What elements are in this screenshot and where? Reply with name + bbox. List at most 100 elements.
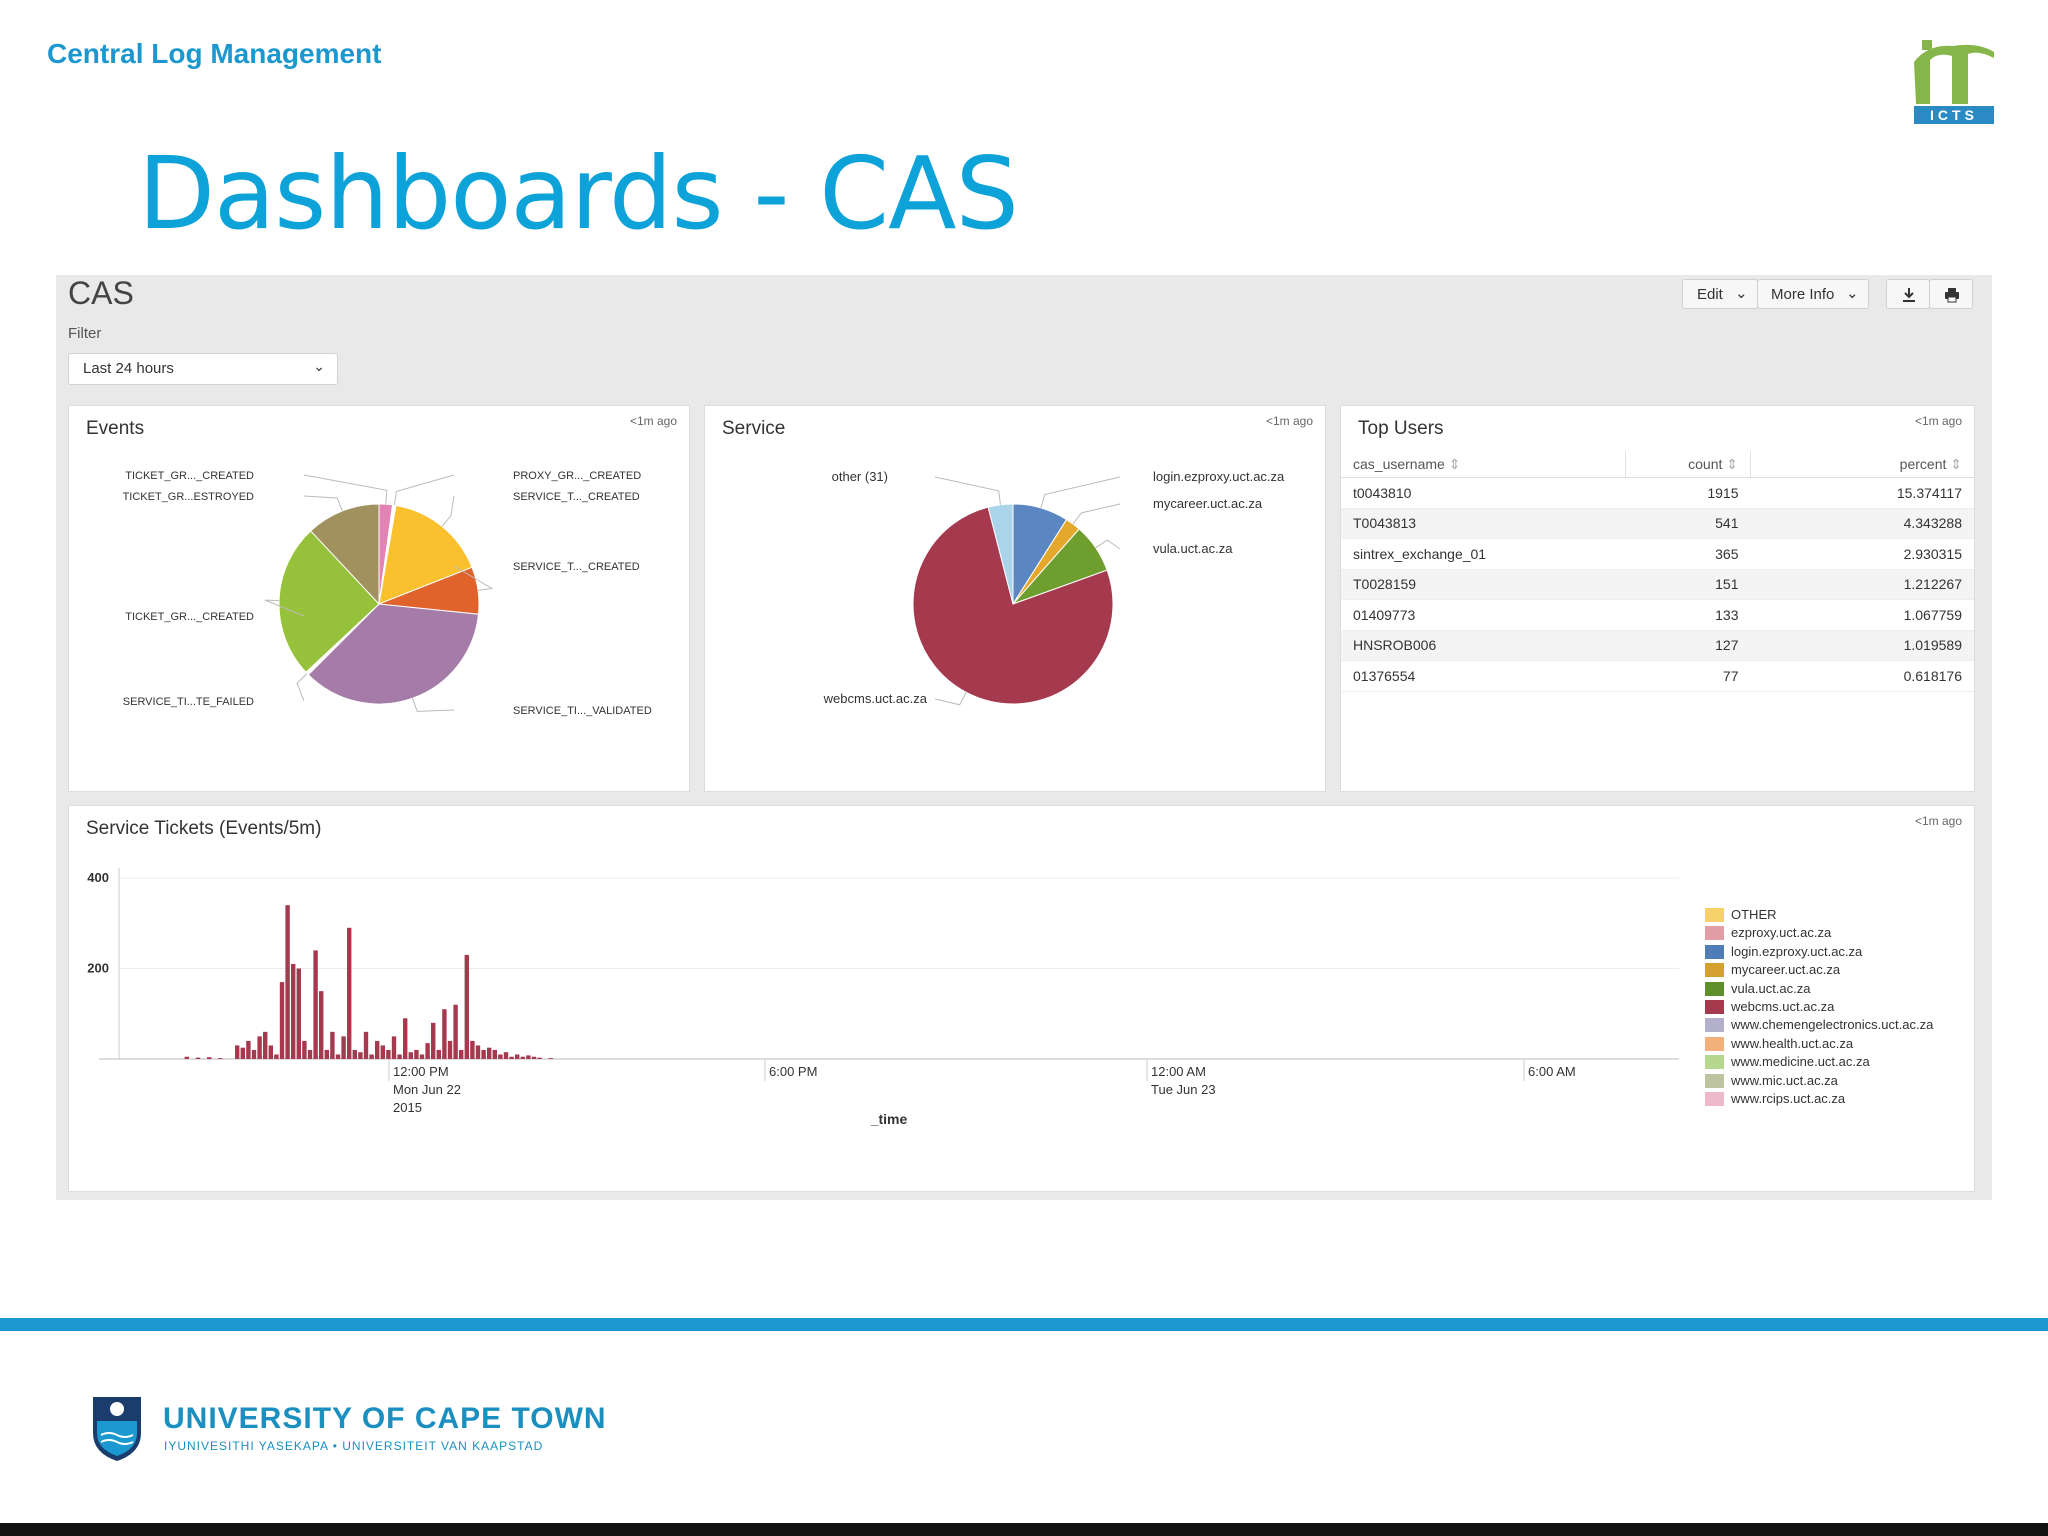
pie-leader-line <box>296 673 308 702</box>
chevron-down-icon: ⌄ <box>1846 285 1859 302</box>
time-range-value: Last 24 hours <box>83 360 174 377</box>
bar[interactable] <box>431 1022 436 1059</box>
legend-label: www.medicine.uct.ac.za <box>1731 1054 1870 1070</box>
bar[interactable] <box>442 1009 447 1059</box>
table-row[interactable]: HNSROB006 127 1.019589 <box>1341 630 1974 661</box>
more-info-button[interactable]: More Info ⌄ <box>1757 279 1869 309</box>
legend-label: mycareer.uct.ac.za <box>1731 962 1841 978</box>
table-row[interactable]: T0043813 541 4.343288 <box>1341 508 1974 539</box>
bar[interactable] <box>386 1049 391 1059</box>
cell-username: T0043813 <box>1341 508 1626 539</box>
bar[interactable] <box>257 1036 262 1059</box>
bar[interactable] <box>274 1054 279 1059</box>
bar[interactable] <box>459 1049 464 1059</box>
bar[interactable] <box>481 1049 486 1059</box>
bar[interactable] <box>498 1054 503 1059</box>
print-icon <box>1945 288 1959 303</box>
legend-swatch <box>1705 1000 1724 1014</box>
column-header-username[interactable]: cas_username ⇕ <box>1341 451 1626 478</box>
table-row[interactable]: 01376554 77 0.618176 <box>1341 660 1974 692</box>
pie-label: SERVICE_T..._CREATED <box>513 561 640 573</box>
bar[interactable] <box>375 1040 380 1059</box>
filter-label: Filter <box>68 325 102 342</box>
pie-leader-line <box>264 599 305 617</box>
bar[interactable] <box>492 1049 497 1059</box>
pie-label: TICKET_GR..._CREATED <box>125 470 254 482</box>
bar[interactable] <box>453 1004 458 1059</box>
top-users-table: cas_username ⇕ count ⇕ percent ⇕ t004381… <box>1341 451 1974 692</box>
dashboard-title: CAS <box>68 275 134 311</box>
bar[interactable] <box>352 1049 357 1059</box>
bar[interactable] <box>391 1036 397 1059</box>
bar[interactable] <box>207 1057 212 1059</box>
bar[interactable] <box>403 1018 408 1059</box>
service-panel-updated: <1m ago <box>1265 414 1313 428</box>
pie-slice[interactable] <box>987 503 1014 605</box>
cell-username: sintrex_exchange_01 <box>1341 538 1626 570</box>
print-button[interactable] <box>1929 279 1973 309</box>
bar[interactable] <box>470 1040 475 1059</box>
bar[interactable] <box>291 963 296 1059</box>
bar[interactable] <box>515 1054 520 1059</box>
bar[interactable] <box>246 1040 251 1059</box>
table-row[interactable]: 01409773 133 1.067759 <box>1341 599 1974 631</box>
bar[interactable] <box>263 1031 268 1059</box>
bar[interactable] <box>195 1057 201 1059</box>
bar[interactable] <box>487 1047 492 1059</box>
bar[interactable] <box>526 1055 531 1059</box>
bar[interactable] <box>363 1031 369 1059</box>
edit-button[interactable]: Edit ⌄ <box>1682 279 1758 309</box>
bar[interactable] <box>307 1049 313 1059</box>
bar[interactable] <box>548 1058 553 1059</box>
bar[interactable] <box>324 1049 329 1059</box>
bar[interactable] <box>447 1040 453 1059</box>
bar[interactable] <box>369 1054 374 1059</box>
bar[interactable] <box>509 1056 514 1059</box>
table-row[interactable]: sintrex_exchange_01 365 2.930315 <box>1341 538 1974 570</box>
bar[interactable] <box>397 1054 402 1059</box>
bar[interactable] <box>503 1052 509 1059</box>
column-header-percent[interactable]: percent ⇕ <box>1750 451 1974 478</box>
bar[interactable] <box>475 1045 481 1059</box>
table-row[interactable]: t0043810 1915 15.374117 <box>1341 477 1974 509</box>
bar[interactable] <box>531 1056 537 1059</box>
bar[interactable] <box>341 1036 346 1059</box>
bar[interactable] <box>302 1040 307 1059</box>
table-row[interactable]: T0028159 151 1.212267 <box>1341 569 1974 600</box>
download-button[interactable] <box>1886 279 1930 309</box>
bar[interactable] <box>279 982 285 1059</box>
bar[interactable] <box>436 1049 441 1059</box>
bar[interactable] <box>425 1043 430 1059</box>
bar[interactable] <box>380 1045 385 1059</box>
bar[interactable] <box>296 968 301 1060</box>
bar[interactable] <box>285 905 290 1059</box>
time-range-select[interactable]: Last 24 hours ⌄ <box>68 353 338 385</box>
bar[interactable] <box>330 1031 335 1059</box>
bar[interactable] <box>184 1056 189 1059</box>
pie-label: SERVICE_T..._CREATED <box>513 491 640 503</box>
bar[interactable] <box>408 1052 413 1059</box>
edit-label: Edit <box>1697 286 1723 303</box>
bar[interactable] <box>414 1049 419 1059</box>
bar[interactable] <box>335 1054 341 1059</box>
bar[interactable] <box>218 1058 223 1059</box>
bar[interactable] <box>358 1052 363 1059</box>
bar[interactable] <box>319 991 324 1059</box>
bar[interactable] <box>251 1049 257 1059</box>
bar[interactable] <box>268 1045 273 1059</box>
bar[interactable] <box>347 927 352 1059</box>
bar[interactable] <box>419 1054 425 1059</box>
pie-slice[interactable] <box>278 530 380 673</box>
bar[interactable] <box>520 1056 525 1059</box>
cell-count: 77 <box>1625 660 1751 692</box>
bar[interactable] <box>313 950 318 1059</box>
column-header-count[interactable]: count ⇕ <box>1625 451 1751 478</box>
bar[interactable] <box>537 1057 542 1059</box>
bar[interactable] <box>235 1045 240 1059</box>
chevron-down-icon: ⌄ <box>1735 285 1748 302</box>
bar[interactable] <box>240 1047 245 1059</box>
bar[interactable] <box>464 954 469 1059</box>
pie-slice[interactable] <box>378 504 473 605</box>
pie-label: other (31) <box>832 469 888 484</box>
service-pie-chart: login.ezproxy.uct.ac.za mycareer.uct.ac.z… <box>823 469 1285 706</box>
